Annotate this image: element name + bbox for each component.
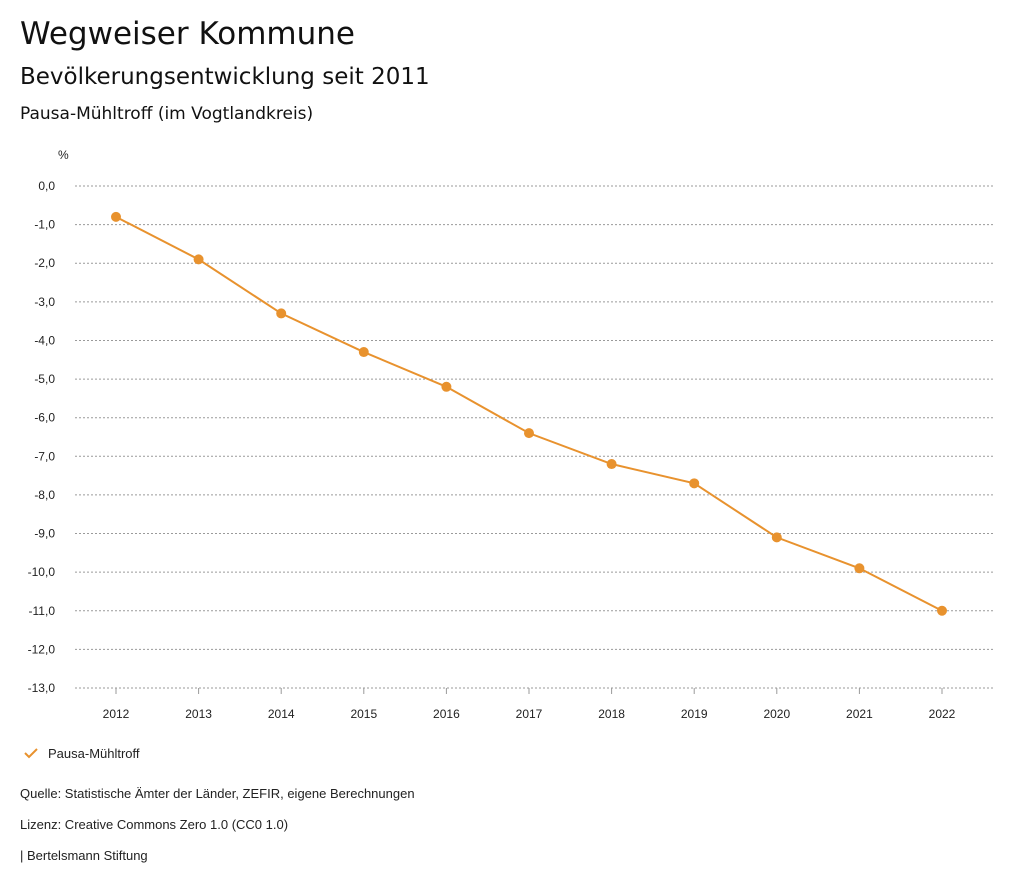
x-tick-label: 2016 (433, 707, 460, 721)
x-tick-label: 2017 (516, 707, 543, 721)
legend-item-pausa-muehltroff[interactable]: Pausa-Mühltroff (22, 744, 140, 762)
y-tick-label: -13,0 (28, 681, 56, 695)
x-tick-label: 2019 (681, 707, 708, 721)
x-tick-label: 2020 (763, 707, 790, 721)
source-note: Quelle: Statistische Ämter der Länder, Z… (20, 786, 415, 801)
data-point (771, 532, 782, 543)
y-tick-label: -5,0 (34, 372, 55, 386)
y-tick-label: -1,0 (34, 218, 55, 232)
y-tick-label: -8,0 (34, 488, 55, 502)
data-point (358, 347, 369, 358)
legend-label: Pausa-Mühltroff (48, 745, 140, 761)
x-tick-label: 2014 (268, 707, 295, 721)
license-note: Lizenz: Creative Commons Zero 1.0 (CC0 1… (20, 817, 289, 832)
checkmark-icon (24, 748, 38, 759)
region-label: Pausa-Mühltroff (im Vogtlandkreis) (20, 104, 314, 124)
x-tick-label: 2021 (846, 707, 873, 721)
y-tick-label: -7,0 (34, 449, 55, 463)
y-tick-label: -12,0 (28, 642, 56, 656)
x-tick-label: 2018 (598, 707, 625, 721)
data-point (111, 211, 121, 222)
y-tick-label: -9,0 (34, 527, 55, 541)
x-tick-label: 2015 (350, 707, 377, 721)
data-point (689, 478, 700, 489)
y-tick-label: -3,0 (34, 295, 55, 309)
publisher-note: | Bertelsmann Stiftung (20, 848, 148, 863)
y-tick-label: 0,0 (38, 179, 55, 193)
data-point (937, 605, 947, 616)
data-point (441, 381, 452, 392)
chart-subtitle: Bevölkerungsentwicklung seit 2011 (20, 64, 430, 90)
x-tick-label: 2012 (103, 707, 130, 721)
y-axis-unit: % (58, 148, 69, 162)
y-tick-label: -11,0 (29, 604, 56, 618)
data-point (276, 308, 287, 319)
page-title: Wegweiser Kommune (20, 16, 355, 52)
y-tick-label: -2,0 (34, 256, 55, 270)
y-tick-label: -10,0 (28, 565, 56, 579)
y-tick-label: -4,0 (34, 333, 55, 347)
series-line (115, 216, 943, 612)
y-tick-label: -6,0 (34, 411, 55, 425)
line-chart: % 0,0 -1,0 -2,0 -3,0 -4,0 -5,0 -6,0 -7,0 -8,0 -9,… (28, 148, 993, 721)
data-point (524, 428, 534, 439)
x-tick-label: 2022 (929, 707, 956, 721)
data-point (854, 563, 865, 574)
data-point (606, 459, 617, 470)
data-point (193, 254, 204, 265)
x-tick-label: 2013 (185, 707, 212, 721)
